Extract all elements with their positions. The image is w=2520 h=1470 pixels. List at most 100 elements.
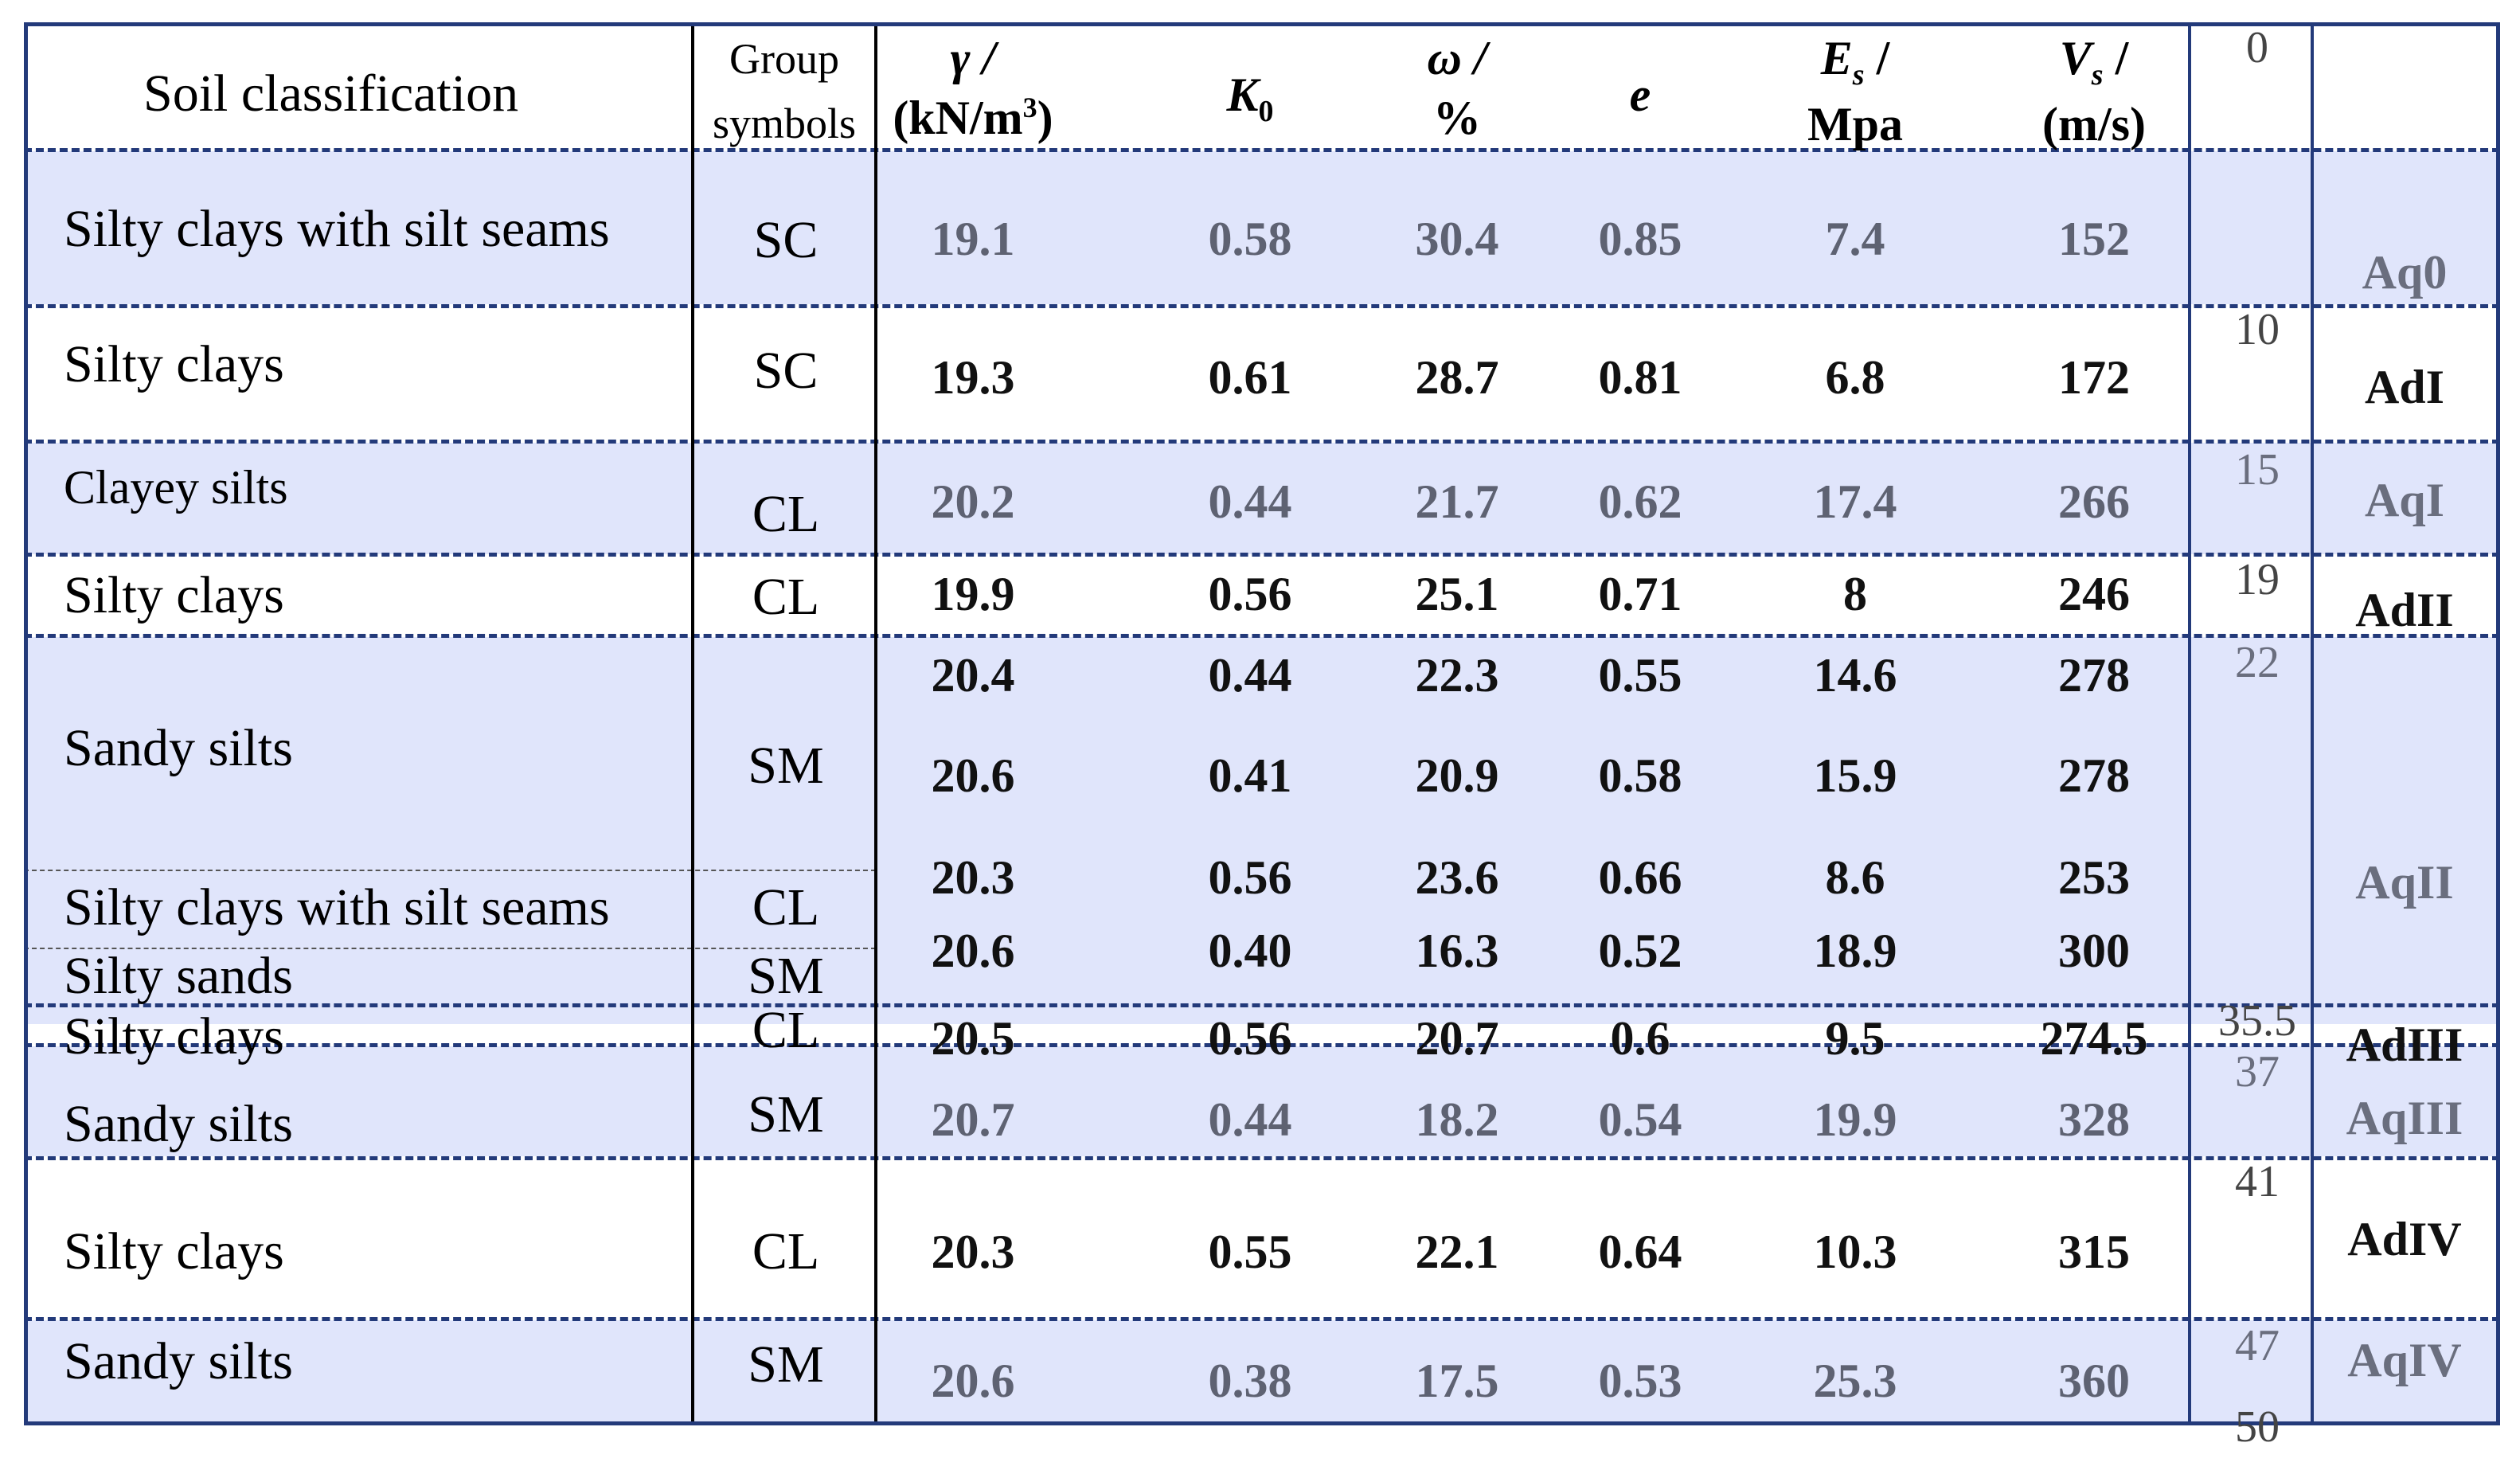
soil-name: Sandy silts	[64, 1095, 293, 1153]
soil-name: Silty clays	[64, 335, 284, 393]
value-omega: 21.7	[1415, 475, 1499, 528]
value-gamma: 20.6	[931, 749, 1015, 802]
value-es: 19.9	[1813, 1093, 1897, 1146]
header-group-line2: symbols	[712, 100, 857, 147]
header-k0-sub: 0	[1258, 95, 1274, 128]
depth-label: 37	[2235, 1047, 2280, 1097]
band-aqiv	[24, 1320, 2500, 1425]
value-es: 18.9	[1813, 925, 1897, 977]
value-e: 0.55	[1598, 649, 1682, 702]
value-e: 0.66	[1598, 851, 1682, 904]
soil-name: Sandy silts	[64, 719, 293, 777]
value-es: 17.4	[1813, 475, 1897, 528]
header-es-sub: s	[1852, 58, 1865, 92]
value-e: 0.54	[1598, 1093, 1682, 1146]
value-vs: 152	[2058, 213, 2130, 265]
value-es: 8.6	[1825, 851, 1885, 904]
value-vs: 274.5	[2040, 1012, 2148, 1065]
header-es: Es / Mpa	[1776, 29, 1935, 154]
row-divider	[24, 634, 2500, 638]
value-es: 8	[1843, 568, 1867, 620]
column-rule	[2311, 22, 2314, 1425]
column-rule	[691, 22, 694, 1425]
value-vs: 300	[2058, 925, 2130, 977]
value-omega: 20.9	[1415, 749, 1499, 802]
header-vs-sub: s	[2091, 58, 2104, 92]
value-k0: 0.40	[1208, 925, 1292, 977]
value-omega: 16.3	[1415, 925, 1499, 977]
soil-name: Silty sands	[64, 947, 293, 1005]
value-omega: 18.2	[1415, 1093, 1499, 1146]
depth-label: 22	[2235, 638, 2280, 687]
header-vs: Vs / (m/s)	[2014, 29, 2174, 154]
value-es: 15.9	[1813, 749, 1897, 802]
group-symbol: CL	[752, 568, 820, 626]
group-symbol: SM	[748, 1085, 824, 1144]
value-es: 9.5	[1825, 1012, 1885, 1065]
group-symbol: SC	[753, 211, 819, 269]
value-k0: 0.56	[1208, 568, 1292, 620]
header-omega: ω / %	[1377, 29, 1537, 148]
row-divider	[24, 148, 2500, 152]
unit-label: AqIV	[2347, 1334, 2462, 1386]
header-group-line1: Group	[729, 35, 839, 83]
value-gamma: 19.1	[931, 213, 1015, 265]
value-e: 0.52	[1598, 925, 1682, 977]
soil-properties-table: Soil classification Group symbols γ / (k…	[24, 22, 2500, 1452]
row-divider-thin	[24, 948, 876, 949]
unit-label: AqII	[2355, 856, 2454, 909]
value-e: 0.53	[1598, 1355, 1682, 1407]
band-aqii	[24, 637, 2500, 1024]
row-divider-thin	[24, 870, 876, 871]
value-vs: 266	[2058, 475, 2130, 528]
value-vs: 172	[2058, 351, 2130, 404]
row-divider	[24, 304, 2500, 308]
column-rule	[2188, 22, 2191, 1425]
column-rule	[874, 22, 877, 1425]
value-gamma: 20.3	[931, 851, 1015, 904]
value-k0: 0.56	[1208, 1012, 1292, 1065]
depth-label: 35.5	[2218, 996, 2296, 1046]
header-vs-symbol: V	[2059, 32, 2092, 84]
value-e: 0.62	[1598, 475, 1682, 528]
unit-label: AqIII	[2346, 1092, 2463, 1144]
header-es-symbol: E	[1820, 32, 1853, 84]
value-omega: 22.1	[1415, 1226, 1499, 1278]
row-divider	[24, 553, 2500, 557]
value-e: 0.85	[1598, 213, 1682, 265]
value-gamma: 20.7	[931, 1093, 1015, 1146]
value-gamma: 20.6	[931, 1355, 1015, 1407]
group-symbol: SM	[748, 947, 824, 1005]
header-gamma-sup: 3	[1022, 92, 1037, 123]
value-e: 0.58	[1598, 749, 1682, 802]
unit-label: AdIII	[2346, 1018, 2463, 1071]
group-symbol: SM	[748, 737, 824, 795]
soil-name: Silty clays	[64, 1222, 284, 1280]
header-e-symbol: e	[1629, 68, 1651, 121]
value-k0: 0.38	[1208, 1355, 1292, 1407]
soil-name: Silty clays	[64, 1007, 284, 1065]
value-omega: 17.5	[1415, 1355, 1499, 1407]
value-vs: 278	[2058, 749, 2130, 802]
depth-label: 19	[2235, 555, 2280, 604]
group-symbol: CL	[752, 1222, 820, 1280]
value-omega: 20.7	[1415, 1012, 1499, 1065]
value-k0: 0.44	[1208, 1093, 1292, 1146]
header-es-slash: /	[1864, 32, 1890, 84]
value-omega: 28.7	[1415, 351, 1499, 404]
value-gamma: 19.3	[931, 351, 1015, 404]
value-omega: 23.6	[1415, 851, 1499, 904]
band-aqiii	[24, 1046, 2500, 1156]
row-divider	[24, 1003, 2500, 1007]
header-k0-symbol: K	[1226, 68, 1259, 121]
value-k0: 0.44	[1208, 475, 1292, 528]
unit-label: AdI	[2364, 361, 2445, 413]
value-e: 0.6	[1610, 1012, 1670, 1065]
header-gamma-close: )	[1037, 92, 1053, 144]
soil-name: Silty clays with silt seams	[64, 878, 610, 936]
header-gamma-unit: (kN/m	[893, 92, 1023, 144]
unit-label: AdIV	[2347, 1213, 2462, 1265]
value-vs: 278	[2058, 649, 2130, 702]
header-e: e	[1584, 65, 1696, 125]
